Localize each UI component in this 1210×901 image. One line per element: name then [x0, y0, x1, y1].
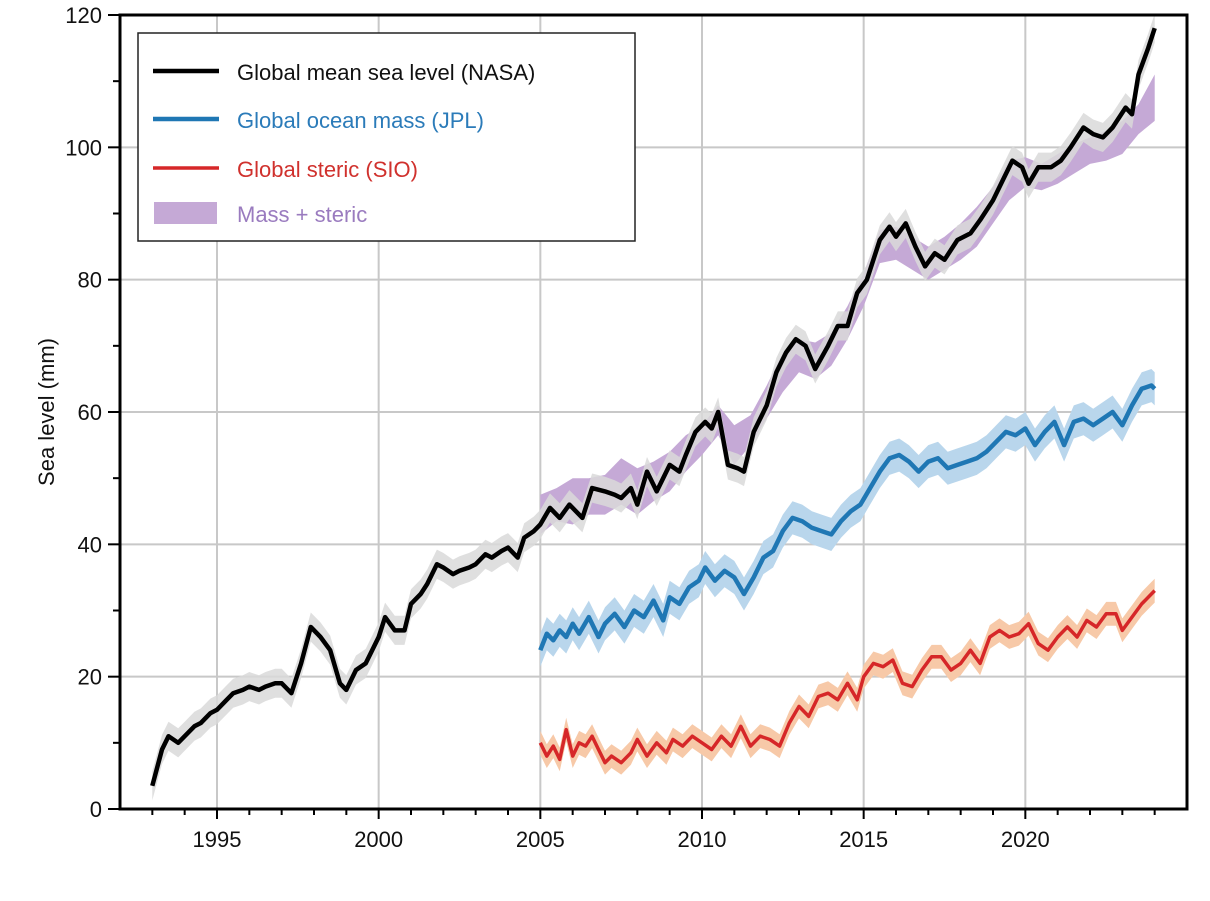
y-tick-label: 20 [78, 665, 102, 690]
y-tick-label: 40 [78, 532, 102, 557]
x-tick-label: 2000 [354, 827, 403, 852]
x-tick-label: 2010 [678, 827, 727, 852]
x-tick-label: 2015 [839, 827, 888, 852]
steric-line [538, 589, 1156, 765]
legend-label-gmsl: Global mean sea level (NASA) [237, 60, 535, 85]
y-tick-label: 100 [65, 135, 102, 160]
legend-label-mass: Global ocean mass (JPL) [237, 108, 484, 133]
ticks: 1995 2000 2005 2010 2015 2020 0 20 40 60 80 100 120 [65, 3, 1156, 852]
y-axis-title: Sea level (mm) [34, 338, 59, 486]
legend-swatch-sum [154, 202, 217, 224]
y-tick-label: 120 [65, 3, 102, 28]
x-tick-label: 2020 [1001, 827, 1050, 852]
ocean-mass-line [538, 383, 1157, 652]
series-lines [150, 27, 1157, 787]
y-tick-label: 80 [78, 268, 102, 293]
uncertainty-bands [152, 13, 1155, 801]
legend-frame [137, 32, 636, 242]
y-tick-label: 0 [90, 797, 102, 822]
x-tick-label: 1995 [193, 827, 242, 852]
steric-uncertainty-band [540, 578, 1155, 775]
mass-uncertainty-band [540, 369, 1155, 667]
gmsl-line [150, 27, 1157, 787]
legend-label-sum: Mass + steric [237, 202, 367, 227]
legend: Global mean sea level (NASA) Global ocea… [137, 32, 636, 242]
y-tick-label: 60 [78, 400, 102, 425]
legend-label-steric: Global steric (SIO) [237, 157, 418, 182]
x-tick-label: 2005 [516, 827, 565, 852]
